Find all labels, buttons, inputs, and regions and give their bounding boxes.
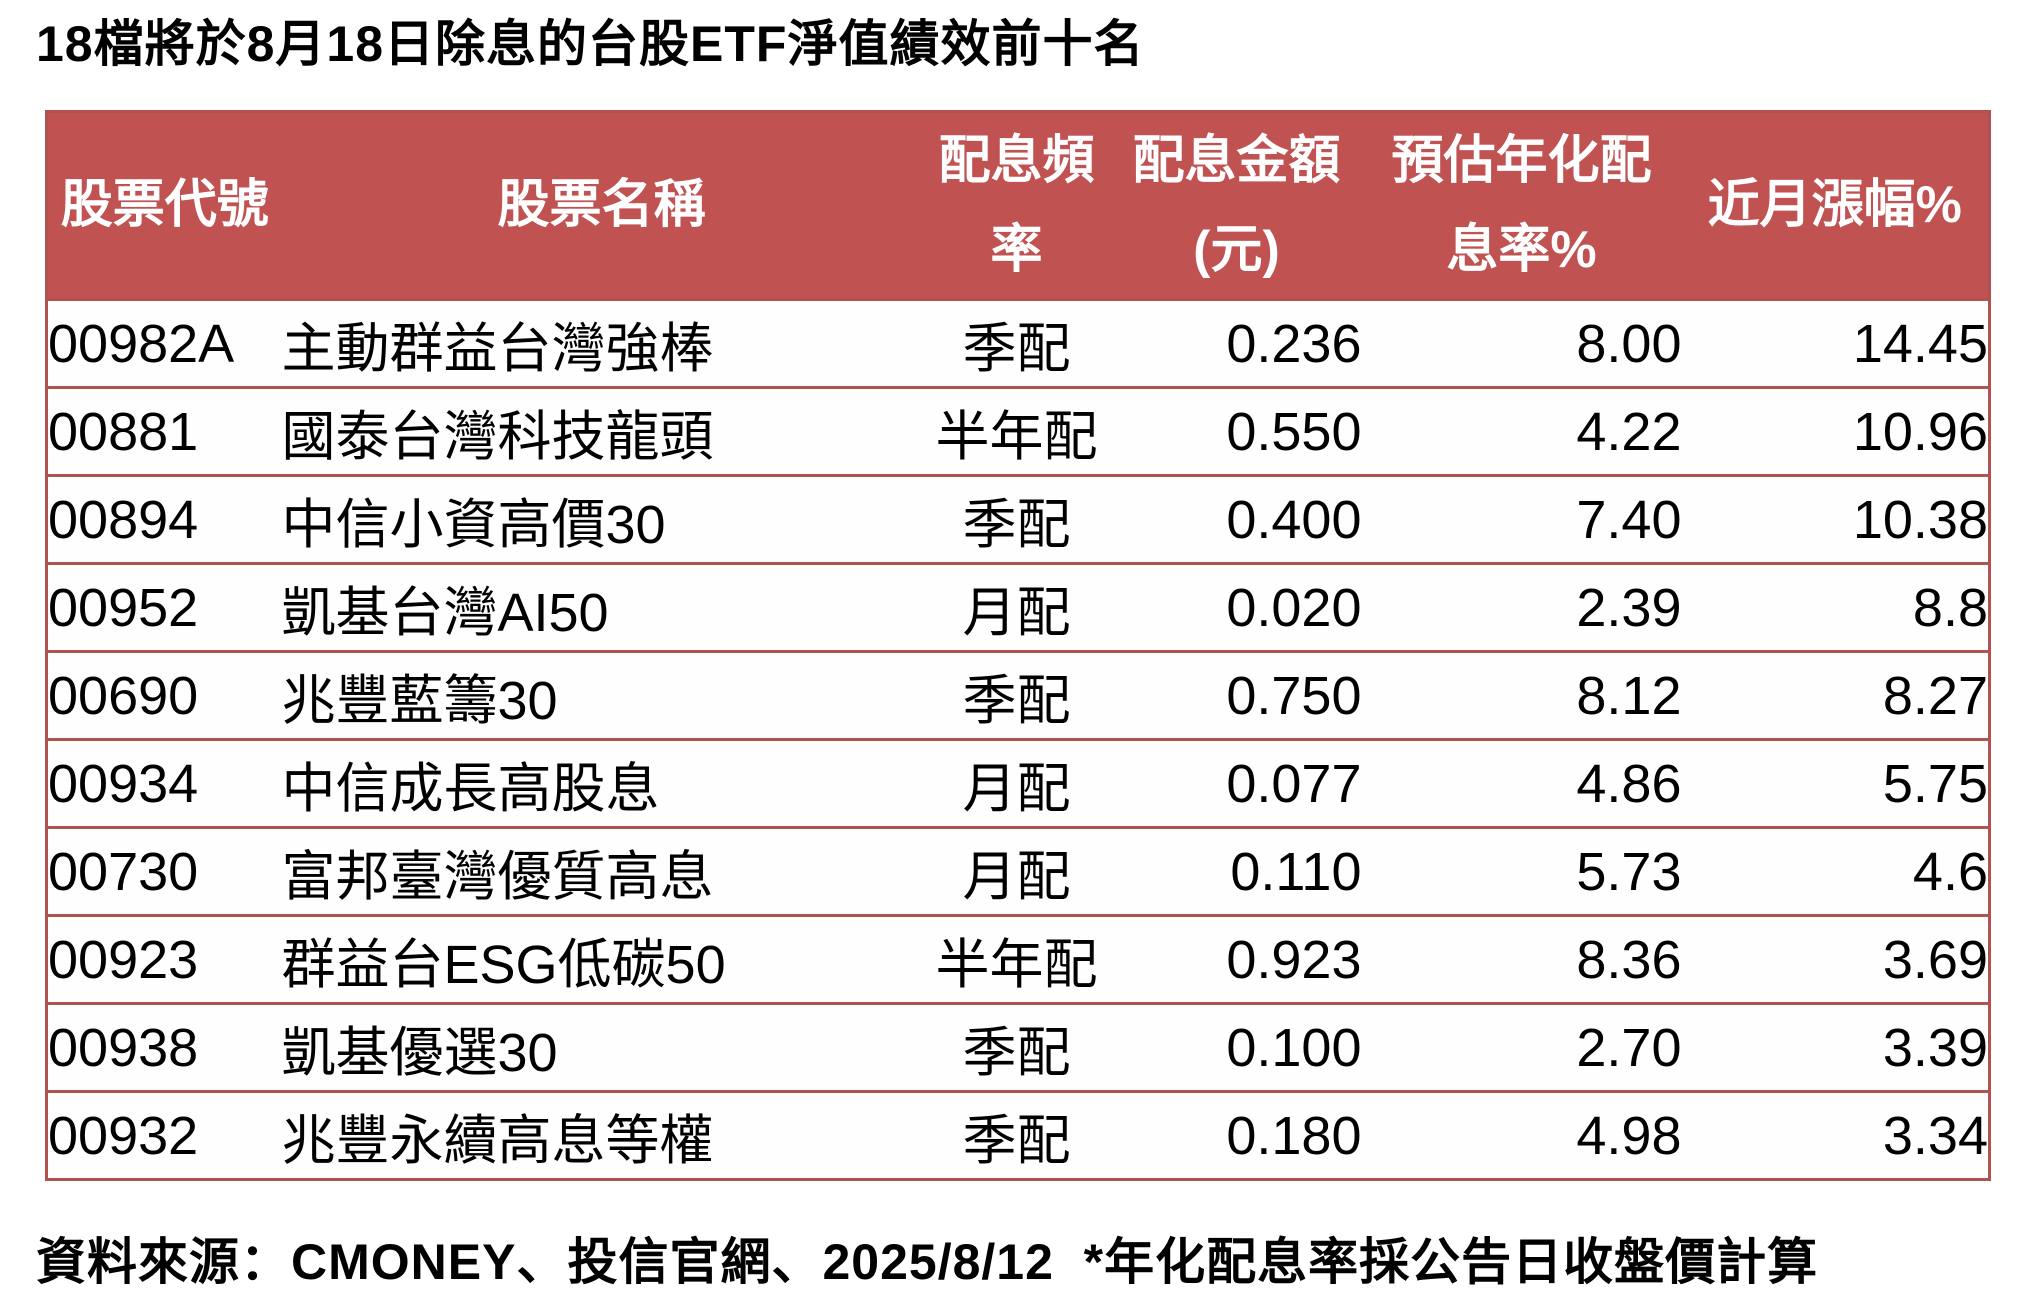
annualized-yield: 8.12 xyxy=(1361,650,1682,741)
annualized-yield: 4.98 xyxy=(1361,1090,1682,1181)
stock-code: 00690 xyxy=(46,650,282,741)
table-row: 00938 凱基優選30 季配 0.100 2.70 3.39 xyxy=(46,1002,1990,1093)
dividend-frequency: 月配 xyxy=(921,738,1112,829)
stock-name: 中信成長高股息 xyxy=(281,738,922,829)
dividend-amount: 0.400 xyxy=(1111,474,1362,565)
header-row: 股票代號 股票名稱 配息頻率 配息金額 (元) 預估年化配 息率% 近月漲幅% xyxy=(46,110,1990,301)
dividend-frequency: 季配 xyxy=(921,298,1112,389)
dividend-amount: 0.077 xyxy=(1111,738,1362,829)
annualized-yield: 8.36 xyxy=(1361,914,1682,1005)
table-row: 00934 中信成長高股息 月配 0.077 4.86 5.75 xyxy=(46,738,1990,829)
dividend-amount: 0.110 xyxy=(1111,826,1362,917)
dividend-frequency: 季配 xyxy=(921,650,1112,741)
table-row: 00894 中信小資高價30 季配 0.400 7.40 10.38 xyxy=(46,474,1990,565)
annualized-yield: 2.39 xyxy=(1361,562,1682,653)
dividend-frequency: 季配 xyxy=(921,1090,1112,1181)
table-row: 00690 兆豐藍籌30 季配 0.750 8.12 8.27 xyxy=(46,650,1990,741)
stock-name: 國泰台灣科技龍頭 xyxy=(281,386,922,477)
table-body: 00982A 主動群益台灣強棒 季配 0.236 8.00 14.45 0088… xyxy=(46,298,1990,1181)
dividend-amount: 0.550 xyxy=(1111,386,1362,477)
header-dividend-amount: 配息金額 (元) xyxy=(1111,110,1362,301)
header-annualized-yield: 預估年化配 息率% xyxy=(1361,110,1682,301)
annualized-yield: 2.70 xyxy=(1361,1002,1682,1093)
stock-code: 00730 xyxy=(46,826,282,917)
dividend-amount: 0.923 xyxy=(1111,914,1362,1005)
monthly-gain: 8.27 xyxy=(1681,650,1990,741)
table-row: 00982A 主動群益台灣強棒 季配 0.236 8.00 14.45 xyxy=(46,298,1990,389)
header-stock-name: 股票名稱 xyxy=(281,110,922,301)
dividend-frequency: 半年配 xyxy=(921,386,1112,477)
monthly-gain: 4.6 xyxy=(1681,826,1990,917)
dividend-frequency: 季配 xyxy=(921,474,1112,565)
header-annualized-yield-line1: 預估年化配 xyxy=(1391,132,1652,191)
monthly-gain: 3.39 xyxy=(1681,1002,1990,1093)
annualized-yield: 4.22 xyxy=(1361,386,1682,477)
stock-code: 00982A xyxy=(46,298,282,389)
header-stock-code: 股票代號 xyxy=(46,110,282,301)
header-monthly-gain: 近月漲幅% xyxy=(1681,110,1990,301)
header-dividend-amount-line2: (元) xyxy=(1193,220,1280,279)
dividend-amount: 0.020 xyxy=(1111,562,1362,653)
monthly-gain: 10.38 xyxy=(1681,474,1990,565)
stock-code: 00923 xyxy=(46,914,282,1005)
stock-code: 00938 xyxy=(46,1002,282,1093)
stock-code: 00894 xyxy=(46,474,282,565)
etf-table: 股票代號 股票名稱 配息頻率 配息金額 (元) 預估年化配 息率% 近月漲幅% … xyxy=(45,110,1991,1181)
stock-name: 兆豐藍籌30 xyxy=(281,650,922,741)
monthly-gain: 3.34 xyxy=(1681,1090,1990,1181)
table-row: 00932 兆豐永續高息等權 季配 0.180 4.98 3.34 xyxy=(46,1090,1990,1181)
stock-name: 凱基優選30 xyxy=(281,1002,922,1093)
header-dividend-frequency: 配息頻率 xyxy=(921,110,1112,301)
dividend-amount: 0.180 xyxy=(1111,1090,1362,1181)
stock-name: 凱基台灣AI50 xyxy=(281,562,922,653)
table-header: 股票代號 股票名稱 配息頻率 配息金額 (元) 預估年化配 息率% 近月漲幅% xyxy=(46,110,1990,301)
stock-code: 00932 xyxy=(46,1090,282,1181)
table-row: 00923 群益台ESG低碳50 半年配 0.923 8.36 3.69 xyxy=(46,914,1990,1005)
dividend-frequency: 月配 xyxy=(921,562,1112,653)
annualized-yield: 7.40 xyxy=(1361,474,1682,565)
monthly-gain: 3.69 xyxy=(1681,914,1990,1005)
monthly-gain: 5.75 xyxy=(1681,738,1990,829)
source-note: 資料來源：CMONEY、投信官網、2025/8/12 *年化配息率採公告日收盤價… xyxy=(36,1234,1819,1290)
stock-code: 00881 xyxy=(46,386,282,477)
header-dividend-amount-line1: 配息金額 xyxy=(1132,132,1341,191)
monthly-gain: 10.96 xyxy=(1681,386,1990,477)
dividend-frequency: 月配 xyxy=(921,826,1112,917)
annualized-yield: 4.86 xyxy=(1361,738,1682,829)
monthly-gain: 14.45 xyxy=(1681,298,1990,389)
stock-code: 00934 xyxy=(46,738,282,829)
stock-name: 兆豐永續高息等權 xyxy=(281,1090,922,1181)
annualized-yield: 5.73 xyxy=(1361,826,1682,917)
monthly-gain: 8.8 xyxy=(1681,562,1990,653)
table-row: 00952 凱基台灣AI50 月配 0.020 2.39 8.8 xyxy=(46,562,1990,653)
page-title: 18檔將於8月18日除息的台股ETF淨值績效前十名 xyxy=(36,16,1145,72)
table-row: 00730 富邦臺灣優質高息 月配 0.110 5.73 4.6 xyxy=(46,826,1990,917)
dividend-frequency: 半年配 xyxy=(921,914,1112,1005)
dividend-amount: 0.236 xyxy=(1111,298,1362,389)
dividend-amount: 0.100 xyxy=(1111,1002,1362,1093)
table-row: 00881 國泰台灣科技龍頭 半年配 0.550 4.22 10.96 xyxy=(46,386,1990,477)
stock-name: 中信小資高價30 xyxy=(281,474,922,565)
annualized-yield: 8.00 xyxy=(1361,298,1682,389)
stock-name: 富邦臺灣優質高息 xyxy=(281,826,922,917)
header-annualized-yield-line2: 息率% xyxy=(1446,220,1597,279)
stock-name: 主動群益台灣強棒 xyxy=(281,298,922,389)
stock-code: 00952 xyxy=(46,562,282,653)
dividend-amount: 0.750 xyxy=(1111,650,1362,741)
stock-name: 群益台ESG低碳50 xyxy=(281,914,922,1005)
dividend-frequency: 季配 xyxy=(921,1002,1112,1093)
